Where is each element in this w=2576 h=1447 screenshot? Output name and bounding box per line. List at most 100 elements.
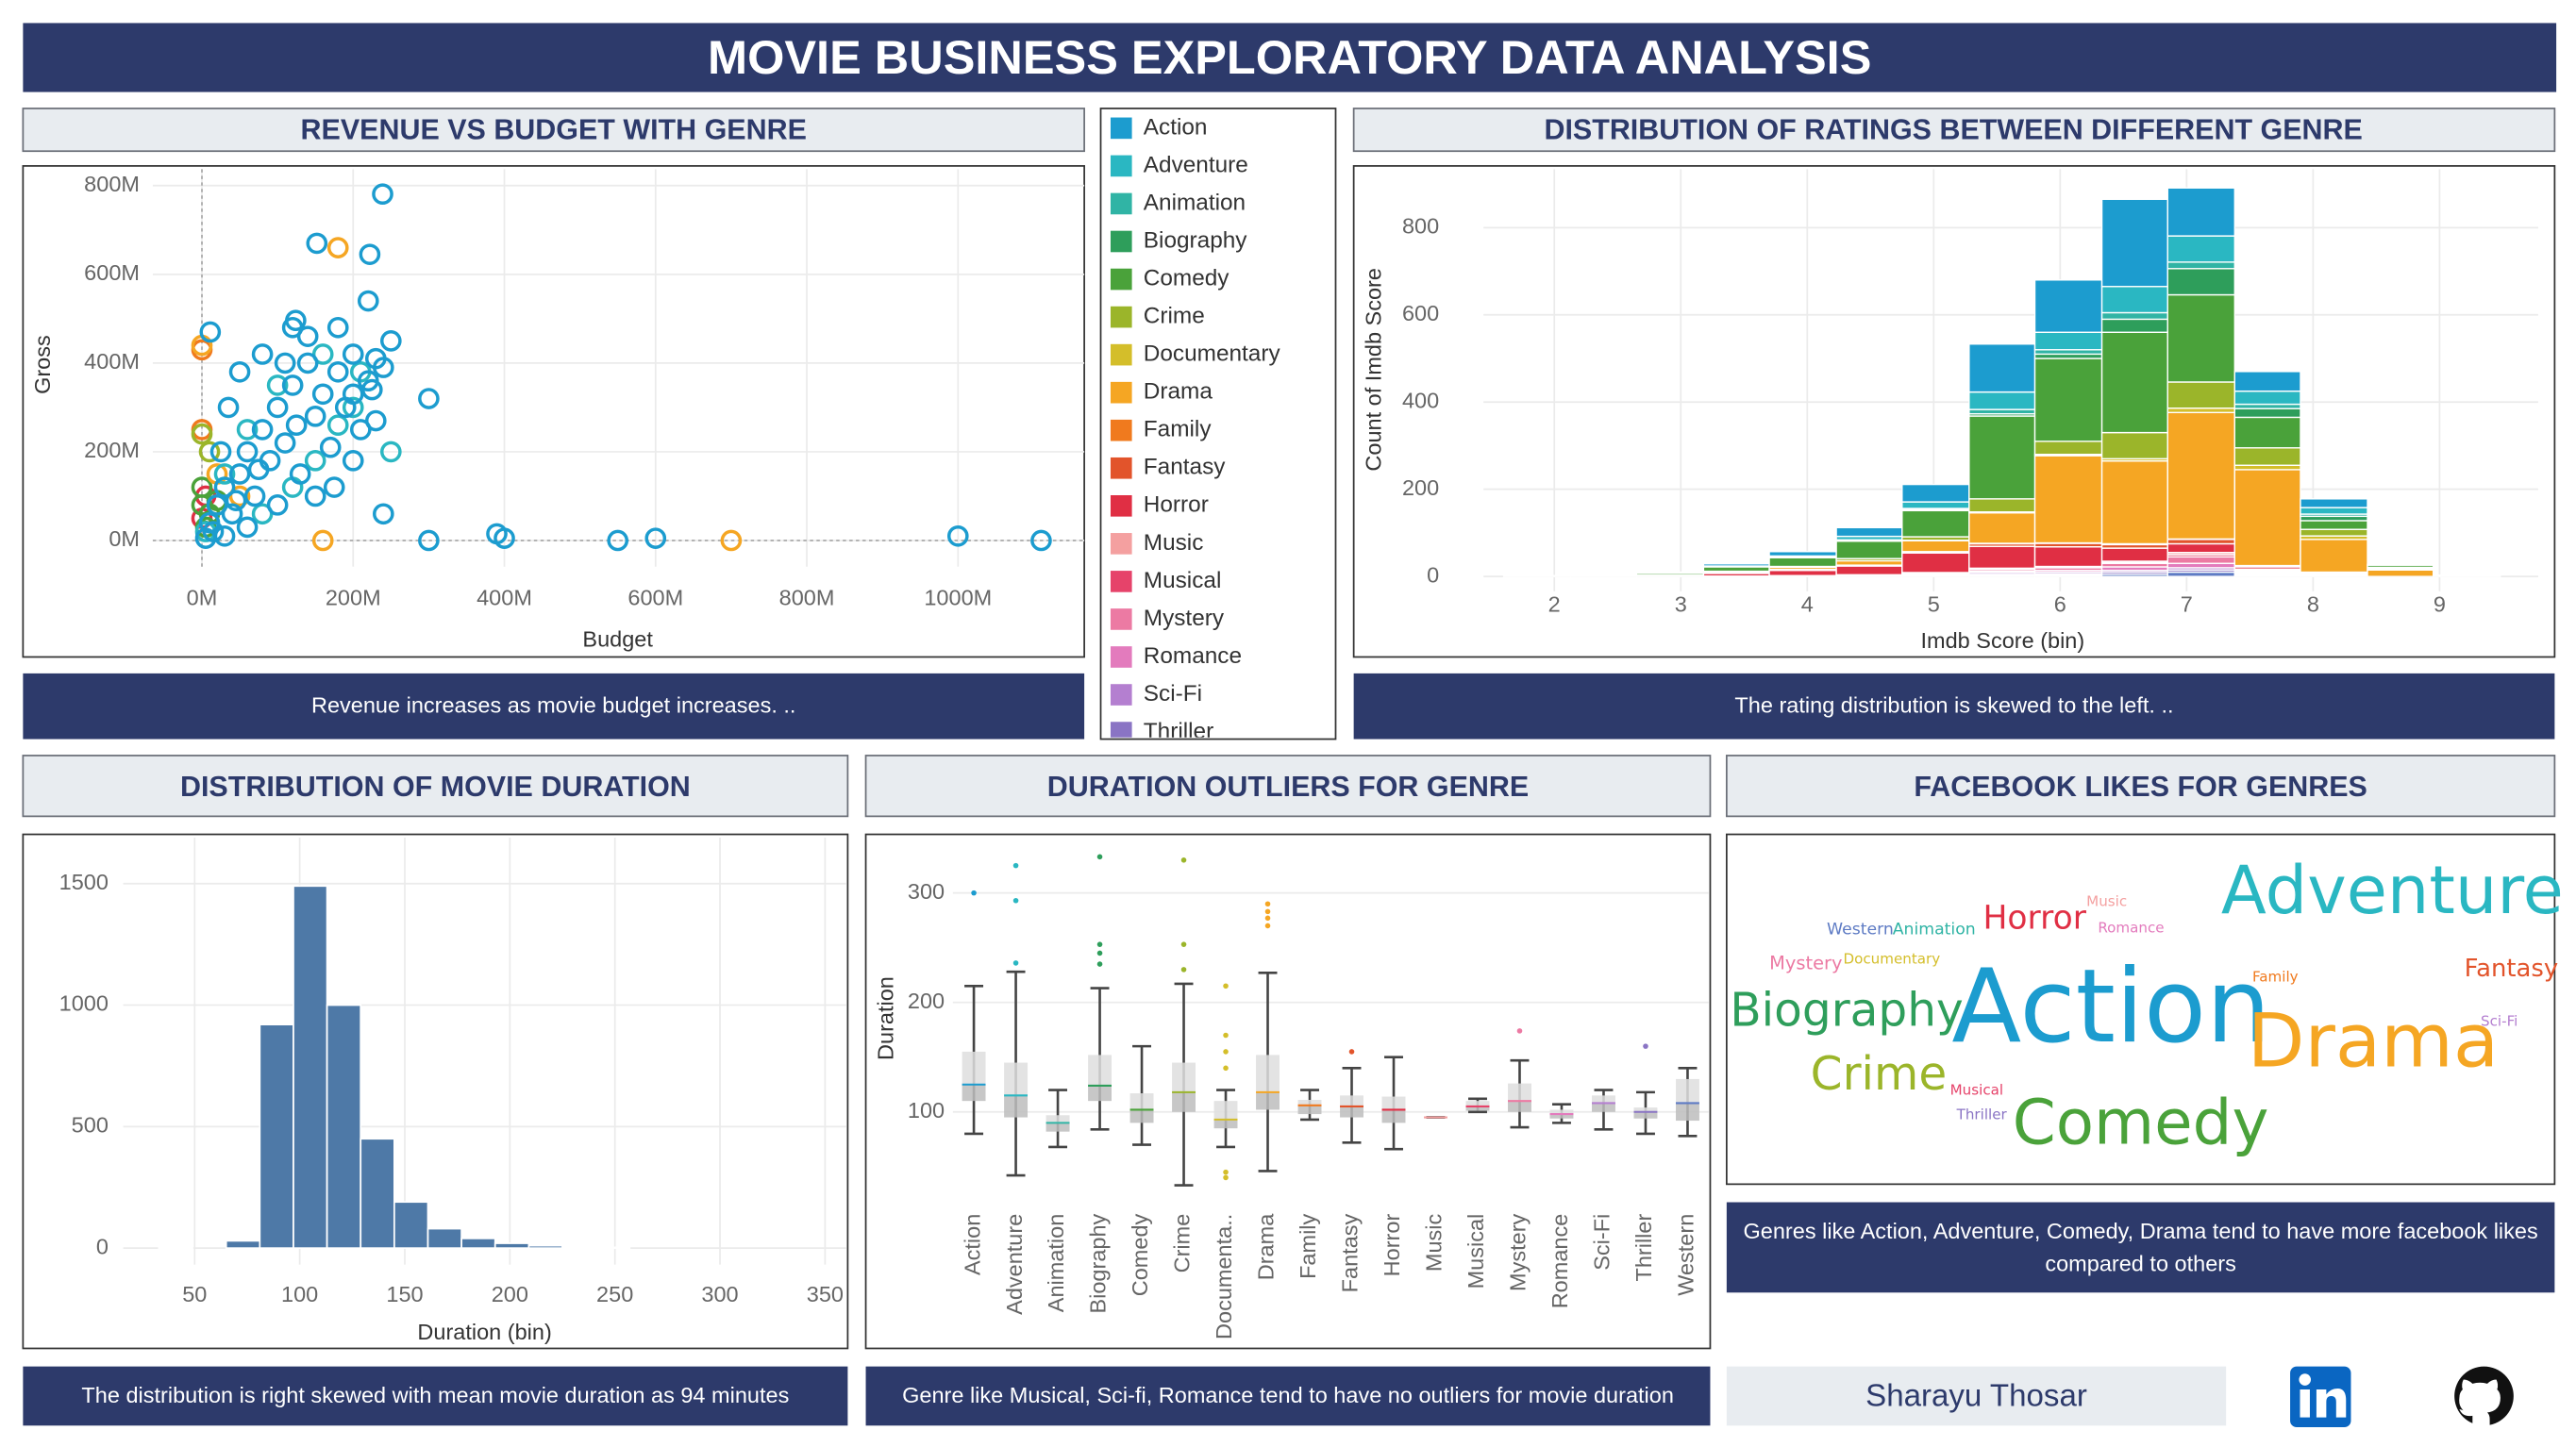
bar-segment [2300, 528, 2368, 537]
outlier [1264, 908, 1271, 915]
point [306, 232, 328, 255]
title-bar [23, 23, 2557, 92]
point [418, 388, 440, 409]
x-tick-label: 200M [326, 586, 381, 610]
word: Adventure [2221, 852, 2564, 929]
y-tick-label: 800 [1402, 214, 1439, 239]
bar [293, 885, 328, 1250]
point [364, 409, 387, 432]
y-tick-label: 0 [1427, 562, 1439, 587]
point [209, 441, 232, 463]
x-tick-label: 9 [2434, 592, 2446, 617]
bar-segment [2033, 358, 2103, 442]
legend-swatch [1110, 646, 1132, 668]
legend-label: Mystery [1144, 606, 1225, 631]
chart-frame [22, 833, 849, 1350]
legend-swatch [1110, 343, 1132, 366]
y-tick-label: 0M [109, 526, 140, 551]
x-tick-label: 3 [1675, 592, 1687, 617]
box-upper [1381, 1096, 1406, 1110]
word: Family [2252, 968, 2299, 985]
x-tick-label: 600M [627, 586, 683, 610]
point [380, 330, 402, 352]
point [221, 503, 243, 525]
point [198, 441, 221, 463]
chart-frame [864, 833, 1712, 1350]
box-lower [1213, 1119, 1238, 1129]
point [281, 374, 304, 396]
x-tick-label: 8 [2307, 592, 2319, 617]
x-tick-label: 800M [779, 586, 835, 610]
bar-segment [1968, 498, 2036, 513]
point [342, 450, 364, 472]
point [311, 383, 334, 406]
box-upper [1465, 1101, 1490, 1106]
outlier [1180, 941, 1187, 947]
bar-segment [2166, 381, 2235, 409]
author: Sharayu Thosar [1865, 1378, 2087, 1413]
outlier [1096, 941, 1103, 947]
caption: The distribution is right skewed with me… [81, 1383, 790, 1408]
point [228, 360, 251, 383]
point [228, 485, 251, 507]
x-tick-label: 350 [807, 1282, 844, 1306]
outlier [1223, 1174, 1229, 1181]
box-lower [1129, 1109, 1154, 1123]
outlier [1223, 1169, 1229, 1175]
outlier [1264, 901, 1271, 907]
legend-swatch [1110, 494, 1132, 517]
outlier [971, 890, 977, 896]
box-lower [1340, 1106, 1363, 1118]
bar-segment [2300, 498, 2368, 508]
legend-label: Action [1144, 114, 1208, 140]
legend-box [1099, 108, 1337, 740]
point [326, 237, 349, 258]
caption: Revenue increases as movie budget increa… [310, 693, 796, 719]
outlier [1223, 1049, 1229, 1055]
outlier [1516, 1028, 1523, 1034]
x-axis-title: Duration (bin) [417, 1320, 551, 1344]
legend-swatch [1110, 684, 1132, 706]
x-tick-label: 150 [386, 1282, 423, 1306]
point [311, 529, 334, 552]
bar-segment [2300, 539, 2368, 574]
word: Western [1827, 921, 1894, 940]
bar-segment [2100, 547, 2168, 562]
bar-segment [2033, 545, 2103, 568]
point [266, 396, 289, 419]
legend-label: Musical [1144, 568, 1222, 593]
linkedin-icon[interactable] [2290, 1366, 2351, 1428]
bar-segment [2300, 520, 2368, 530]
caption-box [1353, 673, 2555, 740]
box-lower [962, 1084, 986, 1102]
github-icon[interactable] [2454, 1366, 2514, 1428]
y-tick-label: 400 [1402, 388, 1439, 412]
point [372, 503, 394, 525]
point [720, 529, 743, 552]
x-tick-label: Mystery [1506, 1213, 1531, 1291]
box-upper [1129, 1093, 1154, 1110]
bar-segment [2166, 411, 2235, 541]
x-tick-label: Drama [1254, 1213, 1279, 1280]
bar-segment [1635, 571, 1705, 574]
word: Animation [1893, 921, 1976, 940]
legend-label: Comedy [1144, 265, 1230, 291]
legend-label: Drama [1144, 379, 1213, 405]
x-tick-label: Musical [1464, 1214, 1488, 1289]
x-tick-label: 400M [477, 586, 532, 610]
point [213, 476, 236, 498]
box-lower [1549, 1114, 1574, 1119]
y-tick-label: 100 [908, 1098, 945, 1123]
bar [561, 1246, 597, 1250]
chart-title: REVENUE VS BUDGET WITH GENRE [301, 113, 807, 145]
legend-swatch [1110, 192, 1132, 215]
outlier [1012, 897, 1019, 904]
legend-label: Animation [1144, 190, 1246, 215]
outlier [1223, 1032, 1229, 1039]
bar [427, 1227, 462, 1250]
x-axis-title: Budget [582, 626, 653, 651]
chart-title: DISTRIBUTION OF RATINGS BETWEEN DIFFEREN… [1544, 113, 2362, 145]
author-box [1726, 1366, 2227, 1426]
outlier [1180, 857, 1187, 863]
legend-swatch [1110, 533, 1132, 555]
